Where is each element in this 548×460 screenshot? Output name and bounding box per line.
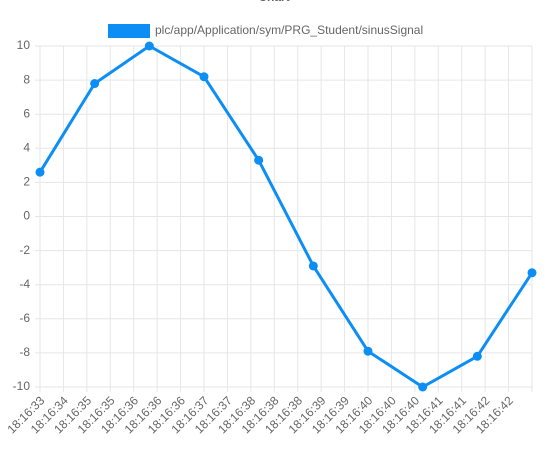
legend-swatch bbox=[108, 24, 150, 38]
y-tick-label: 4 bbox=[23, 140, 30, 154]
y-tick-label: 6 bbox=[23, 106, 30, 120]
y-tick-label: -2 bbox=[19, 243, 30, 257]
point bbox=[254, 155, 264, 165]
point bbox=[363, 346, 373, 356]
legend-label: plc/app/Application/sym/PRG_Student/sinu… bbox=[155, 23, 423, 37]
y-tick-label: 0 bbox=[23, 209, 30, 223]
point bbox=[308, 261, 318, 271]
chart-title: Chart bbox=[258, 0, 289, 4]
point bbox=[527, 268, 537, 278]
point bbox=[199, 72, 209, 82]
y-tick-label: -4 bbox=[19, 277, 30, 291]
point bbox=[35, 167, 45, 177]
point bbox=[418, 382, 428, 392]
point bbox=[90, 79, 100, 89]
y-tick-label: 2 bbox=[23, 175, 30, 189]
y-tick-label: -6 bbox=[19, 311, 30, 325]
point bbox=[144, 41, 154, 51]
y-tick-label: -8 bbox=[19, 345, 30, 359]
line bbox=[38, 44, 534, 389]
y-tick-label: -10 bbox=[13, 379, 31, 393]
point bbox=[472, 351, 482, 361]
y-tick-label: 8 bbox=[23, 72, 30, 86]
y-tick-label: 10 bbox=[17, 38, 31, 52]
